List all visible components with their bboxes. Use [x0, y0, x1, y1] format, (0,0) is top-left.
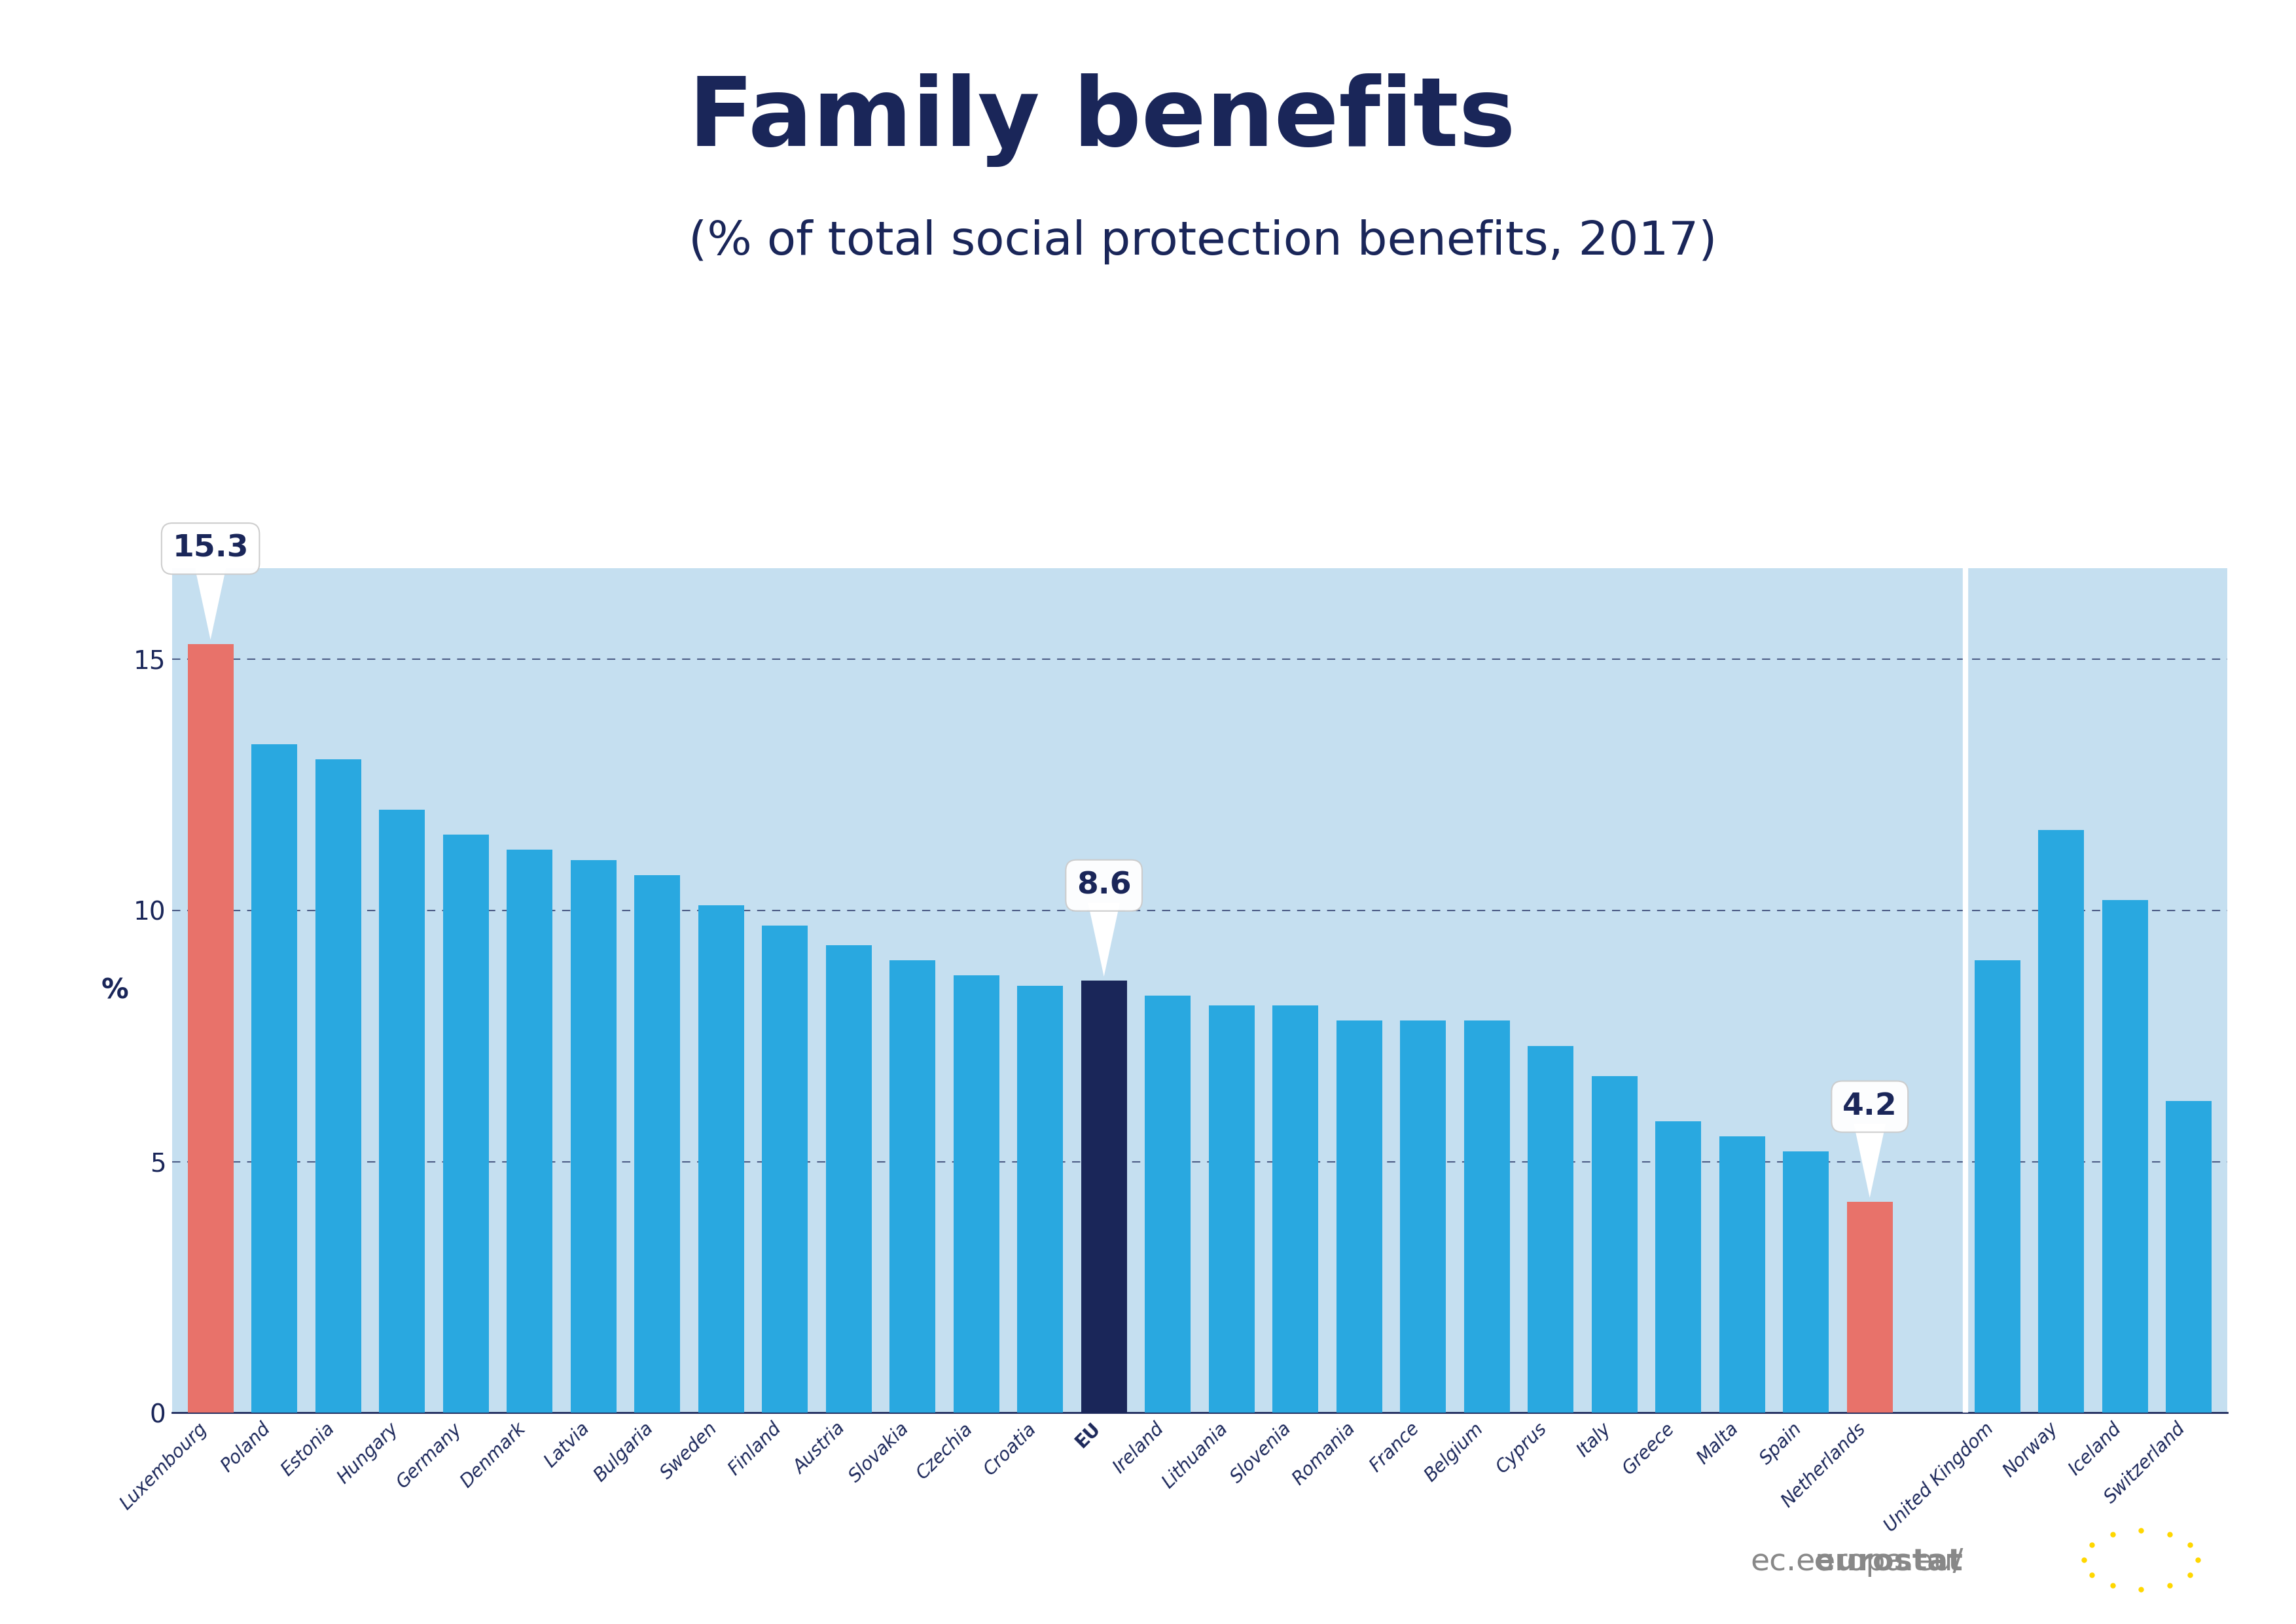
- Bar: [1336, 1021, 1382, 1413]
- Bar: [1401, 1021, 1446, 1413]
- Bar: [1975, 960, 2020, 1413]
- Bar: [2039, 830, 2085, 1413]
- Bar: [1591, 1077, 1637, 1413]
- Bar: [188, 643, 234, 1413]
- Text: ec.europa.eu/: ec.europa.eu/: [1750, 1548, 1963, 1577]
- Text: (% of total social protection benefits, 2017): (% of total social protection benefits, …: [689, 219, 1717, 265]
- Polygon shape: [1088, 903, 1120, 976]
- Bar: [1720, 1137, 1766, 1413]
- Bar: [1081, 981, 1127, 1413]
- Bar: [379, 810, 425, 1413]
- Bar: [1146, 996, 1192, 1413]
- Bar: [507, 849, 553, 1413]
- Bar: [2103, 900, 2149, 1413]
- Bar: [634, 875, 680, 1413]
- Bar: [953, 976, 999, 1413]
- Bar: [2165, 1101, 2211, 1413]
- Bar: [250, 744, 296, 1413]
- Bar: [1465, 1021, 1511, 1413]
- Text: Family benefits: Family benefits: [689, 73, 1515, 167]
- Text: 8.6: 8.6: [1077, 870, 1132, 979]
- Bar: [1208, 1005, 1254, 1413]
- Polygon shape: [1853, 1124, 1885, 1199]
- Bar: [698, 905, 744, 1413]
- Bar: [1017, 986, 1063, 1413]
- Text: 15.3: 15.3: [172, 534, 248, 641]
- Polygon shape: [0, 195, 2296, 536]
- Bar: [1846, 1202, 1892, 1413]
- Bar: [1272, 1005, 1318, 1413]
- Text: 4.2: 4.2: [1841, 1091, 1896, 1200]
- Text: eurostat: eurostat: [1662, 1548, 1963, 1577]
- Bar: [1784, 1151, 1830, 1413]
- Bar: [315, 760, 360, 1413]
- Y-axis label: %: %: [101, 978, 129, 1004]
- Bar: [443, 835, 489, 1413]
- Bar: [1655, 1121, 1701, 1413]
- Bar: [889, 960, 934, 1413]
- Bar: [827, 945, 872, 1413]
- Bar: [569, 861, 615, 1413]
- Bar: [1527, 1046, 1573, 1413]
- Polygon shape: [195, 565, 227, 640]
- Bar: [762, 926, 808, 1413]
